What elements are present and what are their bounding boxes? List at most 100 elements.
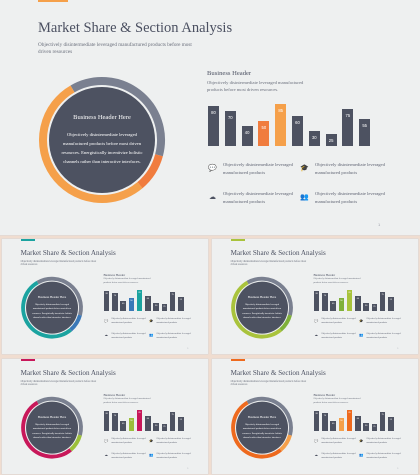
bar-label-2: 70 — [113, 415, 117, 418]
chart-header: Business Header — [313, 393, 336, 398]
circle-body-line: Objectively disintermediate leveraged — [244, 423, 280, 426]
feature-text-line-1: Objectively disintermediate leveraged — [366, 438, 401, 441]
bar-label-8: 25 — [328, 137, 334, 143]
circle-body-line: Objectively disintermediate leveraged — [34, 303, 70, 306]
slide-subtitle-line-1: Objectively disintermediate leveraged ma… — [230, 379, 307, 383]
feature-text-line-1: Objectively disintermediate leveraged — [156, 452, 191, 455]
bar-2 — [112, 293, 118, 311]
circle-body-line: channels rather than interactive interfa… — [243, 316, 282, 319]
donut-segment-primary — [231, 400, 282, 459]
donut-center — [26, 281, 79, 334]
bar-label-9: 75 — [381, 414, 384, 417]
bar-3 — [330, 300, 336, 311]
circle-body-line: channels rather than interactive interfa… — [33, 316, 72, 319]
bar-label-6: 60 — [295, 120, 300, 125]
feature-text-line-2: manufactured products — [315, 170, 358, 175]
chart-description-line-2: products before most driven resources. — [103, 281, 139, 284]
slide-title: Market Share & Section Analysis — [20, 248, 116, 257]
slide-crimson[interactable]: Market Share & Section Analysis Objective… — [2, 359, 208, 474]
donut-segment-gray — [36, 396, 83, 436]
graduation-cap-icon: 🎓 — [300, 163, 309, 172]
donut-segment-secondary — [279, 434, 292, 452]
bar-6 — [145, 295, 151, 311]
donut-center — [49, 87, 155, 193]
slide-title: Market Share & Section Analysis — [20, 368, 116, 377]
bar-9 — [169, 292, 176, 311]
bar-label-5: 85 — [348, 291, 351, 294]
feature-text-line-2: manufactured products — [223, 199, 266, 204]
feature-text-line-2: manufactured products — [156, 456, 178, 459]
bar-label-3: 40 — [122, 422, 125, 425]
circle-body-line: channels rather than interactive interfa… — [63, 159, 141, 164]
feature-text-line-2: manufactured products — [111, 322, 133, 325]
circle-body-line: resources. Energistically incentivize ho… — [242, 312, 282, 315]
donut-segment-gray — [246, 396, 293, 436]
bar-6 — [355, 415, 361, 431]
slide-accent-line — [20, 239, 36, 241]
graduation-cap-icon: 🎓 — [359, 319, 364, 324]
bar-9 — [379, 412, 386, 431]
feature-text-line-2: manufactured products — [156, 322, 178, 325]
slide-main[interactable]: Market Share & Section Analysis Objective… — [0, 0, 420, 235]
bar-2 — [322, 293, 328, 311]
slide-teal[interactable]: Market Share & Section Analysis Objective… — [2, 239, 208, 354]
page-number: 1 — [397, 347, 399, 350]
bar-label-6: 60 — [356, 297, 360, 300]
bar-label-4: 50 — [340, 420, 343, 423]
chart-description-line-1: Objectively disintermediate leveraged ma… — [313, 398, 361, 401]
circle-body-line: manufactured products before most driven — [242, 428, 282, 431]
chart-description-line-2: products before most driven resources. — [103, 401, 139, 404]
bar-label-1: 80 — [105, 292, 108, 295]
donut-chart — [21, 396, 83, 459]
bar-label-10: 55 — [389, 419, 392, 422]
chat-bubble-icon: 💬 — [104, 319, 109, 324]
feature-text-line-1: Objectively disintermediate leveraged — [321, 318, 356, 321]
feature-text-line-2: manufactured products — [366, 336, 388, 339]
feature-text-line-2: manufactured products — [366, 442, 388, 445]
bar-3 — [120, 300, 126, 311]
bar-2 — [224, 111, 236, 146]
slide-accent-line — [230, 359, 246, 361]
chart-header: Business Header — [103, 393, 126, 398]
graduation-cap-icon: 🎓 — [359, 439, 364, 444]
slide-orange-red[interactable]: Market Share & Section Analysis Objective… — [212, 359, 418, 474]
bar-4 — [338, 418, 345, 431]
bar-1 — [104, 290, 110, 311]
feature-text-line-1: Objectively disintermediate leveraged — [111, 332, 146, 335]
circle-body-line: resources. Energistically incentivize ho… — [61, 150, 143, 155]
slide-lime[interactable]: Market Share & Section Analysis Objective… — [212, 239, 418, 354]
circle-body-line: manufactured products before most driven — [32, 428, 72, 431]
chart-header: Business Header — [313, 273, 336, 278]
users-icon: 👥 — [149, 453, 154, 458]
bar-label-6: 60 — [146, 417, 150, 420]
circle-header: Business Header Here — [73, 114, 131, 121]
bar-6 — [292, 116, 303, 146]
chart-description-line-1: Objectively disintermediate leveraged ma… — [103, 278, 151, 281]
slide-subtitle-line-1: Objectively disintermediate leveraged ma… — [230, 259, 307, 263]
bar-6 — [355, 295, 361, 311]
feature-text-line-2: manufactured products — [321, 456, 343, 459]
bar-1 — [314, 290, 320, 311]
slide-subtitle-line-2: driven resources — [38, 49, 73, 55]
bar-label-4: 50 — [340, 300, 343, 303]
feature-text-line-2: manufactured products — [156, 336, 178, 339]
bar-7 — [153, 423, 159, 431]
feature-text-line-1: Objectively disintermediate leveraged — [366, 318, 401, 321]
slide-subtitle-line-2: driven resources — [20, 263, 38, 267]
circle-body-line: Objectively disintermediate leveraged — [67, 132, 137, 137]
users-icon: 👥 — [359, 333, 364, 338]
feature-text-line-2: manufactured products — [366, 322, 388, 325]
bar-5 — [136, 409, 143, 431]
bar-label-2: 70 — [113, 295, 117, 298]
bar-10 — [178, 417, 184, 431]
bar-2 — [322, 413, 328, 431]
bar-label-4: 50 — [261, 125, 267, 130]
cloud-download-icon: ☁ — [104, 333, 108, 338]
donut-segment-secondary — [279, 314, 292, 332]
slide-subtitle-line-2: driven resources — [230, 263, 248, 267]
bar-7 — [308, 131, 320, 146]
slide-accent-line — [38, 0, 68, 2]
bar-5 — [136, 289, 143, 311]
feature-text-line-2: manufactured products — [321, 442, 343, 445]
feature-text-line-1: Objectively disintermediate leveraged — [321, 452, 356, 455]
